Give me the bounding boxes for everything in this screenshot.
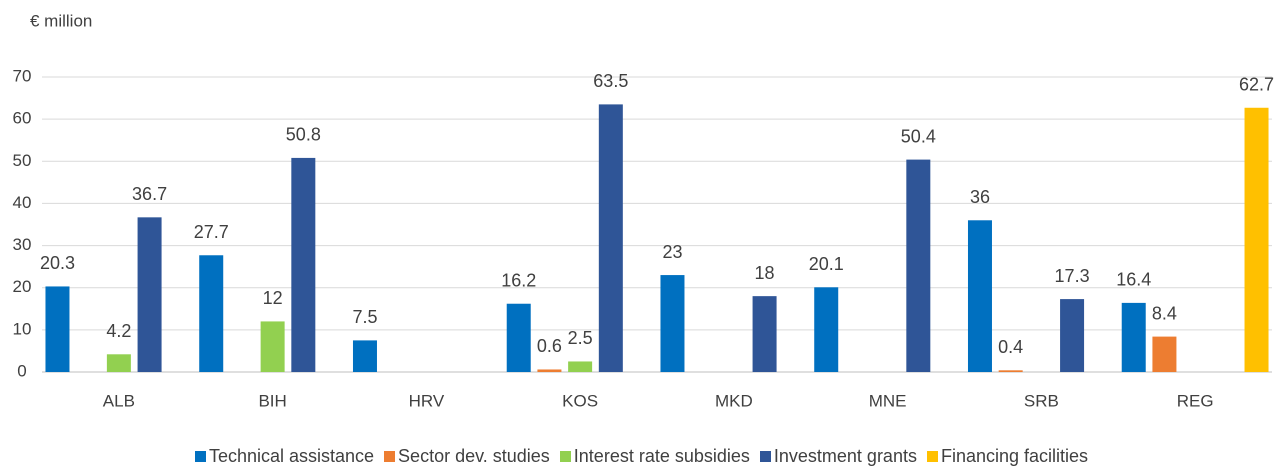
- bar: [598, 104, 623, 373]
- bar: [137, 217, 162, 372]
- y-tick-label: 10: [13, 319, 32, 338]
- bar: [1244, 107, 1269, 372]
- x-tick-label: SRB: [1024, 391, 1059, 410]
- legend-swatch: [194, 451, 206, 462]
- value-label: 50.4: [901, 126, 936, 146]
- value-label: 63.5: [593, 71, 628, 91]
- bar: [1121, 302, 1146, 372]
- value-label: 36.7: [132, 184, 167, 204]
- x-tick-label: MNE: [869, 391, 907, 410]
- value-label: 0.4: [998, 337, 1023, 357]
- x-tick-label: ALB: [103, 391, 135, 410]
- y-axis-label: € million: [30, 11, 92, 30]
- value-label: 16.2: [501, 270, 536, 290]
- y-tick-label: 50: [13, 151, 32, 170]
- bar: [660, 275, 685, 372]
- value-label: 4.2: [106, 321, 131, 341]
- value-label: 0.6: [537, 336, 562, 356]
- legend-swatch: [759, 451, 771, 462]
- legend-item: Investment grants: [759, 446, 917, 467]
- value-label: 20.1: [809, 254, 844, 274]
- bar: [506, 303, 531, 372]
- value-label: 8.4: [1152, 303, 1177, 323]
- bar: [537, 369, 562, 372]
- legend-label: Sector dev. studies: [398, 446, 550, 466]
- value-label: 50.8: [286, 125, 321, 145]
- legend: Technical assistance Sector dev. studies I…: [0, 446, 1283, 467]
- y-tick-label: 30: [13, 235, 32, 254]
- value-label: 20.3: [40, 253, 75, 273]
- bar: [814, 287, 839, 372]
- bar: [1060, 299, 1085, 372]
- x-tick-label: KOS: [562, 391, 598, 410]
- x-tick-label: REG: [1177, 391, 1214, 410]
- y-tick-label: 20: [13, 277, 32, 296]
- y-tick-label: 60: [13, 109, 32, 128]
- value-label: 16.4: [1116, 270, 1151, 290]
- legend-swatch: [559, 451, 571, 462]
- legend-item: Technical assistance: [194, 446, 375, 467]
- bar: [291, 157, 316, 372]
- legend-label: Interest rate subsidies: [573, 446, 750, 466]
- chart: € million 0 10 20 30 40 50 60 70 ALB 20.3 4.2 36.7 B…: [13, 11, 1275, 410]
- legend-item: Interest rate subsidies: [559, 446, 750, 467]
- bar: [568, 361, 593, 372]
- bar: [352, 340, 377, 372]
- legend-item: Sector dev. studies: [384, 446, 550, 467]
- legend-swatch: [384, 451, 396, 462]
- bar: [45, 286, 70, 372]
- bar: [752, 296, 777, 372]
- y-tick-label: 40: [13, 193, 32, 212]
- bar: [199, 255, 224, 372]
- bar: [260, 321, 285, 372]
- x-tick-label: BIH: [258, 391, 286, 410]
- bar: [998, 370, 1023, 372]
- bar: [967, 220, 992, 372]
- bar: [106, 354, 131, 372]
- value-label: 36: [970, 187, 990, 207]
- legend-label: Technical assistance: [208, 446, 375, 466]
- value-label: 23: [662, 242, 682, 262]
- bar: [1152, 336, 1177, 372]
- value-label: 7.5: [352, 307, 377, 327]
- x-tick-label: MKD: [715, 391, 753, 410]
- value-label: 12: [263, 288, 283, 308]
- legend-swatch: [926, 451, 938, 462]
- value-label: 2.5: [568, 328, 593, 348]
- legend-label: Financing facilities: [940, 446, 1089, 466]
- y-tick-label: 70: [13, 66, 32, 85]
- value-label: 27.7: [194, 222, 229, 242]
- value-label: 17.3: [1055, 266, 1090, 286]
- legend-item: Financing facilities: [926, 446, 1089, 467]
- bar: [906, 159, 931, 372]
- x-tick-label: HRV: [409, 391, 445, 410]
- value-label: 62.7: [1239, 75, 1274, 95]
- value-label: 18: [755, 263, 775, 283]
- legend-label: Investment grants: [773, 446, 917, 466]
- y-tick-label: 0: [17, 361, 26, 380]
